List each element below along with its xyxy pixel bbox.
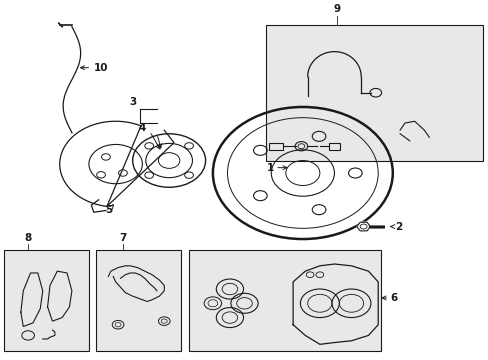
Bar [96, 250, 181, 351]
Polygon shape [356, 222, 370, 231]
Text: 5: 5 [104, 206, 112, 216]
Text: 2: 2 [394, 221, 402, 231]
Text: 4: 4 [139, 123, 146, 134]
Bar [266, 25, 482, 161]
Text: 3: 3 [129, 96, 136, 107]
Text: 7: 7 [119, 233, 126, 243]
Bar [188, 250, 380, 351]
Text: 1: 1 [266, 163, 273, 173]
Text: 6: 6 [389, 293, 397, 303]
Text: 9: 9 [333, 4, 340, 14]
Bar [4, 250, 89, 351]
Text: 10: 10 [94, 63, 108, 73]
Text: 8: 8 [24, 233, 32, 243]
